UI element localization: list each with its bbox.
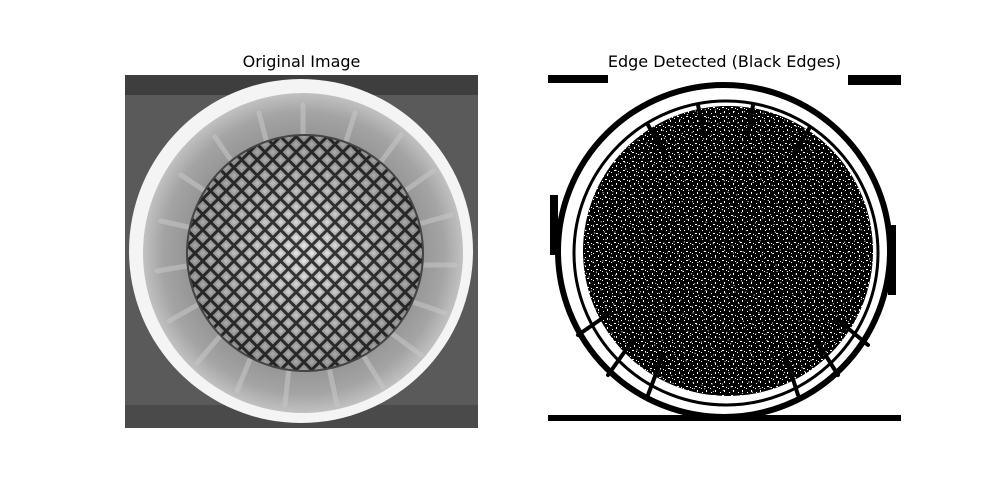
original-image [125, 75, 478, 428]
panel-title-edge-detected: Edge Detected (Black Edges) [607, 52, 842, 71]
original-image-graphic [125, 75, 478, 428]
panel-title-original: Original Image [242, 52, 361, 71]
edge-detected-graphic [548, 75, 901, 428]
edge-detected-image [548, 75, 901, 428]
